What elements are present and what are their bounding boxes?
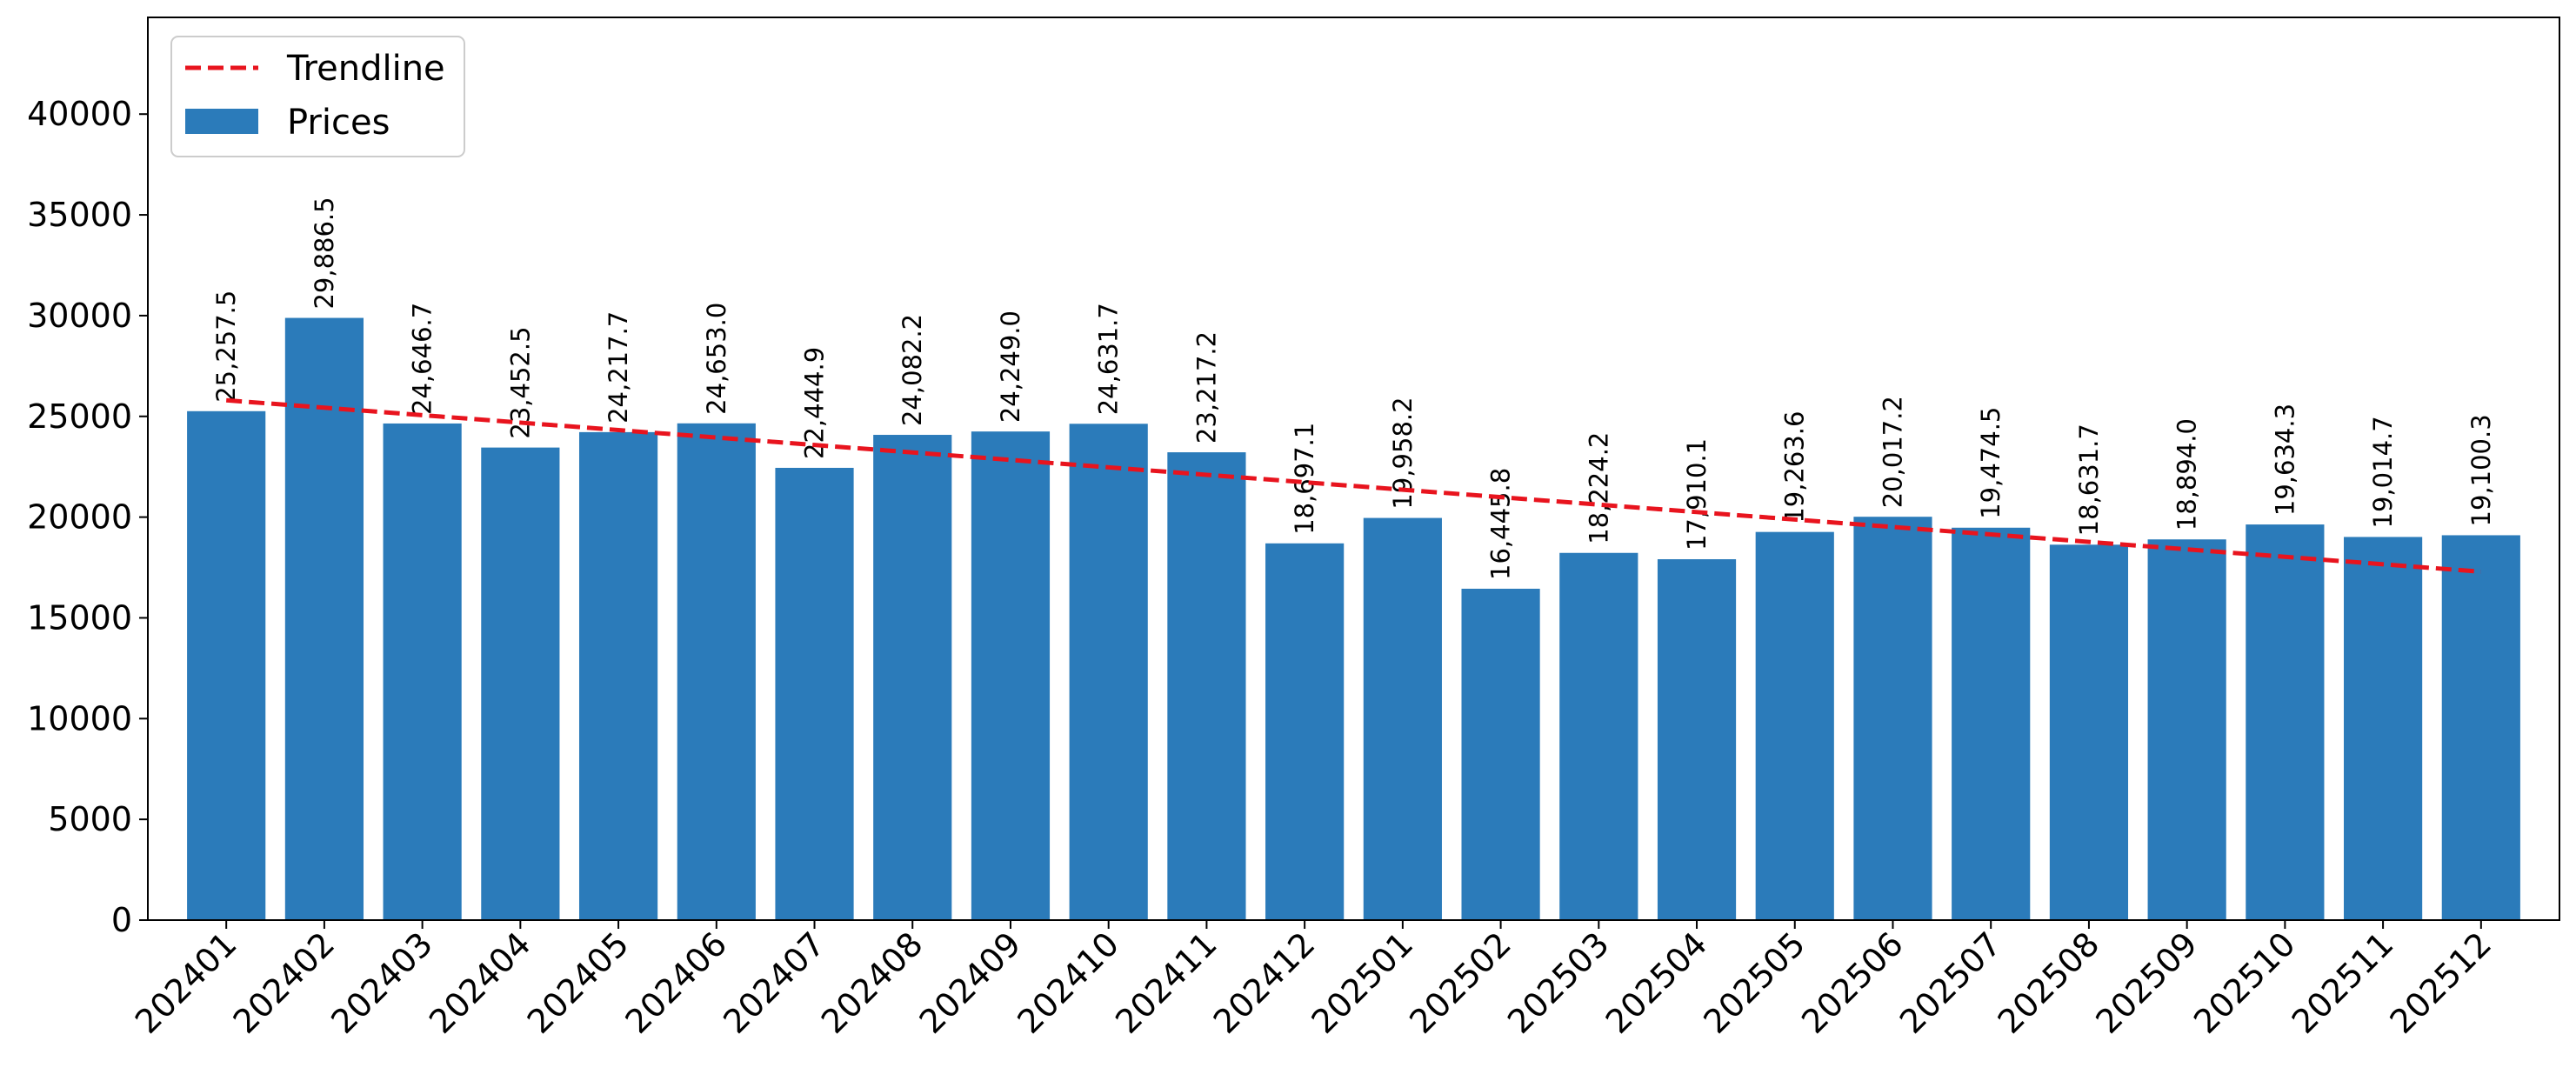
data-label-202506: 20,017.2 xyxy=(1878,396,1907,508)
data-label-202403: 24,646.7 xyxy=(408,303,437,415)
bar-202512 xyxy=(2441,535,2520,920)
plot-frame xyxy=(147,17,2560,921)
bar-202505 xyxy=(1755,531,1834,920)
data-label-202408: 24,082.2 xyxy=(898,314,927,426)
y-tick-label: 20000 xyxy=(27,498,132,537)
bar-202411 xyxy=(1167,452,1246,920)
bar-202406 xyxy=(677,423,756,920)
legend-trendline-label: Trendline xyxy=(286,49,445,89)
bar-202510 xyxy=(2246,524,2325,920)
bar-202404 xyxy=(481,447,560,920)
bar-202501 xyxy=(1363,517,1442,920)
data-label-202503: 18,224.2 xyxy=(1584,432,1613,544)
data-label-202505: 19,263.6 xyxy=(1780,411,1810,524)
y-tick-label: 25000 xyxy=(27,397,132,436)
data-label-202410: 24,631.7 xyxy=(1094,303,1124,415)
data-label-202409: 24,249.0 xyxy=(996,310,1025,423)
bar-202507 xyxy=(1952,527,2031,920)
y-tick-label: 10000 xyxy=(27,699,132,737)
bar-202408 xyxy=(873,435,952,920)
data-label-202401: 25,257.5 xyxy=(211,290,241,403)
data-label-202502: 16,445.8 xyxy=(1486,468,1516,580)
bar-202508 xyxy=(2049,544,2129,920)
data-label-202406: 24,653.0 xyxy=(702,303,731,415)
data-label-202504: 17,910.1 xyxy=(1682,438,1712,551)
y-tick-label: 0 xyxy=(111,901,132,939)
y-tick-label: 30000 xyxy=(27,297,132,335)
legend-prices-label: Prices xyxy=(287,103,390,143)
bar-202403 xyxy=(383,423,462,920)
data-label-202407: 22,444.9 xyxy=(800,347,830,459)
bar-202509 xyxy=(2147,539,2226,920)
bar-202506 xyxy=(1853,517,1932,920)
data-label-202511: 19,014.7 xyxy=(2368,416,2398,528)
data-labels-group: 25,257.529,886.524,646.7 23,452.5 24,217.7… xyxy=(211,197,2496,580)
y-tick-label: 35000 xyxy=(27,196,132,234)
bar-202401 xyxy=(187,410,266,921)
bar-202409 xyxy=(971,431,1051,921)
bars-group xyxy=(187,317,2520,921)
bar-202503 xyxy=(1559,552,1638,920)
bar-202402 xyxy=(284,317,364,920)
bar-202502 xyxy=(1461,588,1540,920)
legend-prices-swatch xyxy=(185,109,258,134)
data-label-202508: 18,631.7 xyxy=(2074,424,2104,536)
data-label-202509: 18,894.0 xyxy=(2172,418,2202,530)
data-label-202507: 19,474.5 xyxy=(1976,407,2005,519)
bar-202412 xyxy=(1265,543,1345,920)
data-label-202405: 24,217.7 xyxy=(604,311,633,424)
data-label-202402: 29,886.5 xyxy=(310,197,339,309)
y-tick-label: 40000 xyxy=(27,95,132,133)
y-tick-label: 15000 xyxy=(27,598,132,637)
data-label-202411: 23,217.2 xyxy=(1191,331,1221,444)
data-label-202510: 19,634.3 xyxy=(2270,404,2299,516)
bar-202504 xyxy=(1657,559,1737,920)
trendline-group xyxy=(225,397,2482,574)
data-label-202512: 19,100.3 xyxy=(2466,414,2496,526)
bar-202511 xyxy=(2344,537,2423,920)
bar-202405 xyxy=(578,431,658,921)
y-tick-label: 5000 xyxy=(48,800,132,838)
trendline xyxy=(225,397,2482,574)
data-label-202412: 18,697.1 xyxy=(1290,423,1319,535)
legend: Trendline Prices xyxy=(170,36,465,157)
bar-202407 xyxy=(775,467,854,920)
bar-202410 xyxy=(1069,424,1148,920)
